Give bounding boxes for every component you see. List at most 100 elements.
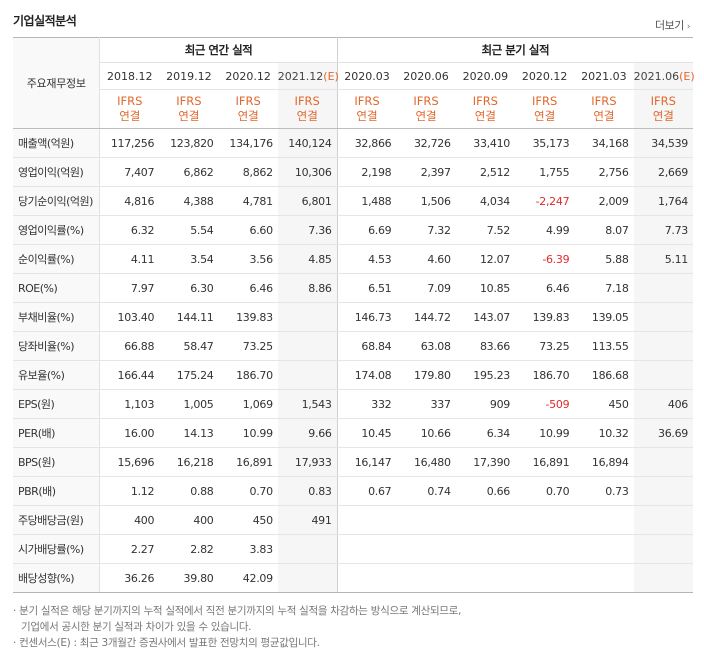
table-cell: 10.99	[218, 418, 278, 448]
ifrs-header: IFRS 연결	[277, 89, 338, 129]
table-cell: 1,764	[633, 186, 693, 216]
table-cell: 144.11	[159, 302, 219, 332]
ifrs-label: IFRS	[176, 94, 202, 108]
table-cell	[277, 534, 338, 564]
table-cell: 140,124	[277, 128, 338, 158]
table-cell: 6.46	[218, 273, 278, 303]
chevron-right-icon: ›	[686, 22, 691, 32]
table-cell: 117,256	[99, 128, 160, 158]
table-cell: 7.32	[396, 215, 456, 245]
more-link[interactable]: 더보기 ›	[655, 17, 691, 33]
period-label: 2021.03	[581, 69, 627, 83]
row-label: ROE(%)	[13, 273, 101, 303]
consolidated-label: 연결	[593, 109, 615, 123]
table-row: BPS(원) 15,696 16,218 16,891 17,933 16,147 16,4…	[13, 447, 693, 477]
table-row: ROE(%) 7.97 6.30 6.46 8.86 6.51 7.09 10.85 6.46 7…	[13, 273, 693, 303]
table-cell: 42.09	[218, 563, 278, 593]
row-label: 당좌비율(%)	[13, 331, 101, 361]
row-label-header: 주요재무정보	[13, 37, 101, 129]
table-cell: 1,069	[218, 389, 278, 419]
row-label: PER(배)	[13, 418, 101, 448]
table-cell: 146.73	[337, 302, 397, 332]
table-cell: 0.88	[159, 476, 219, 506]
table-row: 영업이익(억원) 7,407 6,862 8,862 10,306 2,198 2,397 2…	[13, 157, 693, 187]
consolidated-label: 연결	[356, 109, 378, 123]
table-cell: 179.80	[396, 360, 456, 390]
table-cell	[633, 447, 693, 477]
table-cell: 332	[337, 389, 397, 419]
table-cell: 1,488	[337, 186, 397, 216]
table-cell: 1.12	[99, 476, 160, 506]
consolidated-label: 연결	[178, 109, 200, 123]
table-cell: 406	[633, 389, 693, 419]
ifrs-header: IFRS 연결	[514, 89, 575, 129]
table-cell: 166.44	[99, 360, 160, 390]
table-cell: 0.70	[514, 476, 575, 506]
table-cell: 39.80	[159, 563, 219, 593]
table-cell: 4.85	[277, 244, 338, 274]
table-cell: 6,862	[159, 157, 219, 187]
period-header: 2020.09	[455, 62, 515, 90]
footnote-2-text: : 최근 3개월간 증권사에서 발표한 전망치의 평균값입니다.	[70, 637, 320, 649]
table-cell: 7.18	[574, 273, 634, 303]
table-cell: 0.74	[396, 476, 456, 506]
table-cell: 34,539	[633, 128, 693, 158]
bullet: ·	[13, 605, 17, 617]
table-cell: 16,894	[574, 447, 634, 477]
footnote-2-mark: (E)	[56, 637, 71, 649]
ifrs-label: IFRS	[117, 94, 143, 108]
ifrs-label: IFRS	[472, 94, 498, 108]
table-cell: 5.88	[574, 244, 634, 274]
period-header: 2018.12	[99, 62, 160, 90]
table-cell: 0.83	[277, 476, 338, 506]
table-cell: 32,726	[396, 128, 456, 158]
row-label: 매출액(억원)	[13, 128, 101, 158]
table-cell: 103.40	[99, 302, 160, 332]
table-cell: 6.51	[337, 273, 397, 303]
table-cell: 0.73	[574, 476, 634, 506]
table-cell: 16,147	[337, 447, 397, 477]
row-label: 배당성향(%)	[13, 563, 101, 593]
table-cell: 6.46	[514, 273, 575, 303]
table-cell	[633, 360, 693, 390]
table-cell	[337, 534, 397, 564]
table-cell	[455, 505, 515, 535]
table-cell: 2,756	[574, 157, 634, 187]
table-cell	[277, 302, 338, 332]
table-row: 배당성향(%) 36.26 39.80 42.09	[13, 563, 693, 593]
table-cell: 10,306	[277, 157, 338, 187]
period-label: 2020.03	[344, 69, 390, 83]
table-cell: 12.07	[455, 244, 515, 274]
table-cell: 2,397	[396, 157, 456, 187]
table-cell: 139.05	[574, 302, 634, 332]
table-row: PER(배) 16.00 14.13 10.99 9.66 10.45 10.66 6.34 1…	[13, 418, 693, 448]
table-row: 당좌비율(%) 66.88 58.47 73.25 68.84 63.08 83.66 73.…	[13, 331, 693, 361]
table-cell: 6.32	[99, 215, 160, 245]
table-cell: 186.70	[514, 360, 575, 390]
more-label[interactable]: 더보기	[655, 19, 684, 32]
table-cell: 7,407	[99, 157, 160, 187]
table-cell: 17,390	[455, 447, 515, 477]
footnote-1: · 분기 실적은 해당 분기까지의 누적 실적에서 직전 분기까지의 누적 실적…	[13, 603, 461, 619]
table-cell: 6.30	[159, 273, 219, 303]
table-cell: 1,103	[99, 389, 160, 419]
period-label: 2020.12	[225, 69, 271, 83]
ifrs-header: IFRS 연결	[574, 89, 634, 129]
footnote-1b-text: 기업에서 공시한 분기 실적과 차이가 있을 수 있습니다.	[21, 621, 252, 633]
ifrs-label: IFRS	[531, 94, 558, 108]
table-cell: 144.72	[396, 302, 456, 332]
financial-table: 주요재무정보 최근 연간 실적 최근 분기 실적 2018.12 2019.12 2…	[13, 37, 695, 593]
table-cell: 2,669	[633, 157, 693, 187]
footnote-1-text: 분기 실적은 해당 분기까지의 누적 실적에서 직전 분기까지의 누적 실적을 …	[19, 605, 462, 617]
estimate-mark: (E)	[679, 69, 695, 83]
table-cell: 16,218	[159, 447, 219, 477]
table-row: 시가배당률(%) 2.27 2.82 3.83	[13, 534, 693, 564]
table-cell: 4.99	[514, 215, 575, 245]
table-cell: 134,176	[218, 128, 278, 158]
table-cell: 143.07	[455, 302, 515, 332]
table-row: PBR(배) 1.12 0.88 0.70 0.83 0.67 0.74 0.66 0.70 0.…	[13, 476, 693, 506]
table-cell: 1,506	[396, 186, 456, 216]
table-cell: 123,820	[159, 128, 219, 158]
table-cell: 16,891	[218, 447, 278, 477]
table-cell: 2,198	[337, 157, 397, 187]
